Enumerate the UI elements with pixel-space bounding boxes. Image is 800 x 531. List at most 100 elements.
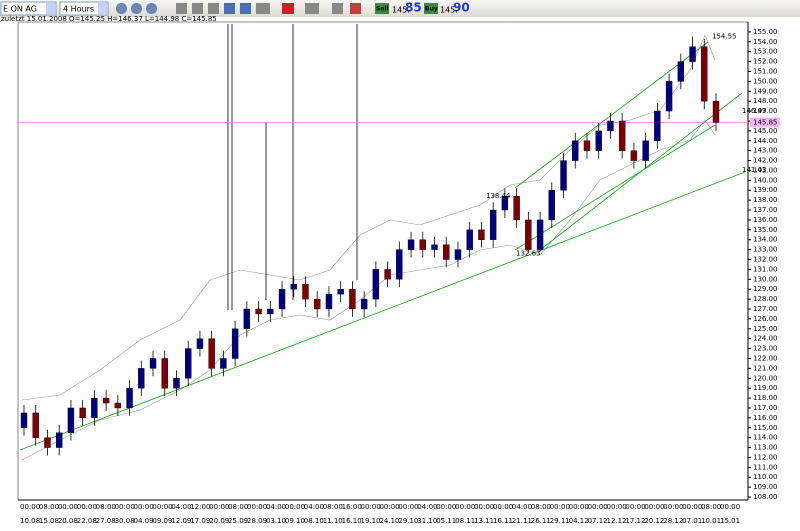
line-tool[interactable]	[256, 3, 270, 14]
y-tick-label: 127.00	[753, 305, 778, 313]
candle-body	[525, 219, 532, 250]
candle-body	[337, 289, 344, 295]
candle-body	[712, 100, 720, 123]
candle-body	[513, 195, 520, 221]
x-date-label: 04.09	[134, 517, 154, 525]
y-tick-label: 142.00	[753, 157, 778, 165]
dropdown-arrow[interactable]	[46, 3, 55, 14]
candle-body	[607, 120, 614, 132]
x-date-label: 28.09	[247, 517, 267, 525]
y-tick-label: 153.00	[753, 48, 778, 56]
x-date-label: 03.10	[266, 517, 286, 525]
x-time-label: 00:00	[398, 503, 418, 511]
x-date-label: 22.08	[77, 517, 97, 525]
y-tick-label: 144.00	[753, 137, 778, 145]
settings[interactable]	[332, 3, 343, 14]
y-tick-label: 149.00	[753, 87, 778, 95]
x-time-label: 00:00	[493, 503, 513, 511]
x-date-label: 20.08	[58, 517, 78, 525]
candle-body	[677, 61, 685, 82]
x-date-label: 19.10	[361, 517, 381, 525]
candle-body	[138, 368, 145, 389]
y-tick-label: 125.00	[753, 325, 778, 333]
x-date-label: 21.11	[512, 517, 532, 525]
x-date-label: 10.01	[701, 517, 721, 525]
x-time-label: 00:00	[588, 503, 608, 511]
y-tick-label: 135.00	[753, 226, 778, 234]
y-tick-label: 130.00	[753, 275, 778, 283]
y-tick-label: 110.00	[753, 473, 778, 481]
print[interactable]	[208, 3, 219, 14]
zoom-out[interactable]	[131, 3, 142, 14]
buy-pips: 90	[453, 1, 470, 15]
crosshair[interactable]	[176, 3, 187, 14]
delete-tool[interactable]	[282, 3, 294, 14]
candle-body	[267, 308, 274, 315]
x-date-label: 29.11	[550, 517, 570, 525]
buy-price: 145.	[440, 6, 458, 15]
y-tick-label: 119.00	[753, 384, 778, 392]
candle-body	[501, 195, 509, 211]
save[interactable]	[224, 3, 235, 14]
period-select[interactable]	[59, 1, 109, 16]
candle-body	[618, 120, 626, 151]
x-date-label: 20.12	[644, 517, 664, 525]
sell-button[interactable]	[375, 3, 389, 14]
candle-body	[20, 412, 28, 428]
x-time-label: 00:00	[209, 503, 229, 511]
candle-body	[689, 46, 696, 62]
candle-body	[572, 140, 579, 161]
candle-body	[278, 289, 286, 310]
candle-body	[349, 289, 356, 310]
x-date-label: 07.12	[588, 517, 608, 525]
plot-area	[17, 21, 749, 501]
x-time-label: 04:00	[304, 503, 324, 511]
x-time-label: 08:00	[323, 503, 343, 511]
x-date-label: 12.12	[606, 517, 626, 525]
y-tick-label: 136.00	[753, 216, 778, 224]
y-tick-label: 147.00	[753, 107, 778, 115]
candle-body	[665, 81, 673, 112]
candle-body	[32, 412, 39, 438]
window[interactable]	[240, 3, 251, 14]
trade[interactable]	[350, 3, 361, 14]
y-tick-label: 137.00	[753, 206, 778, 214]
candle-body	[489, 209, 497, 240]
candle-body	[419, 239, 426, 250]
candle-body	[642, 140, 649, 161]
buy-label: Buy	[425, 6, 438, 13]
candle-body	[220, 358, 227, 369]
candle-body	[396, 249, 403, 280]
fx[interactable]	[192, 3, 203, 14]
x-date-label: 28.12	[663, 517, 683, 525]
x-time-label: 04:00	[266, 503, 286, 511]
zoom-in[interactable]	[116, 3, 127, 14]
candle-body	[443, 244, 450, 260]
x-time-label: 16:00	[342, 503, 362, 511]
x-time-label: 00:00	[663, 503, 683, 511]
x-date-label: 27.08	[96, 517, 116, 525]
indicator-tool[interactable]	[305, 3, 319, 14]
annotation: 141.03	[742, 166, 767, 174]
buy-button[interactable]	[424, 3, 438, 14]
x-time-label: 08:00	[96, 503, 116, 511]
zoom-fit[interactable]	[146, 3, 157, 14]
candle-body	[595, 130, 602, 151]
x-time-label: 04:00	[417, 503, 437, 511]
sell-price: 145.	[392, 6, 410, 15]
trend-line	[19, 171, 746, 451]
y-tick-label: 123.00	[753, 345, 778, 353]
candle-body	[231, 328, 239, 359]
y-tick-label: 118.00	[753, 394, 778, 402]
x-date-label: 09.09	[152, 517, 172, 525]
y-tick-label: 126.00	[753, 315, 778, 323]
period: 4 Hours	[63, 5, 94, 14]
symbol-select[interactable]	[0, 1, 57, 16]
dropdown-arrow[interactable]	[98, 3, 107, 14]
candle-body	[114, 402, 122, 409]
x-time-label: 00:00	[436, 503, 456, 511]
candle-body	[79, 407, 86, 419]
x-date-label: 16.10	[342, 517, 362, 525]
candle-body	[91, 397, 98, 419]
